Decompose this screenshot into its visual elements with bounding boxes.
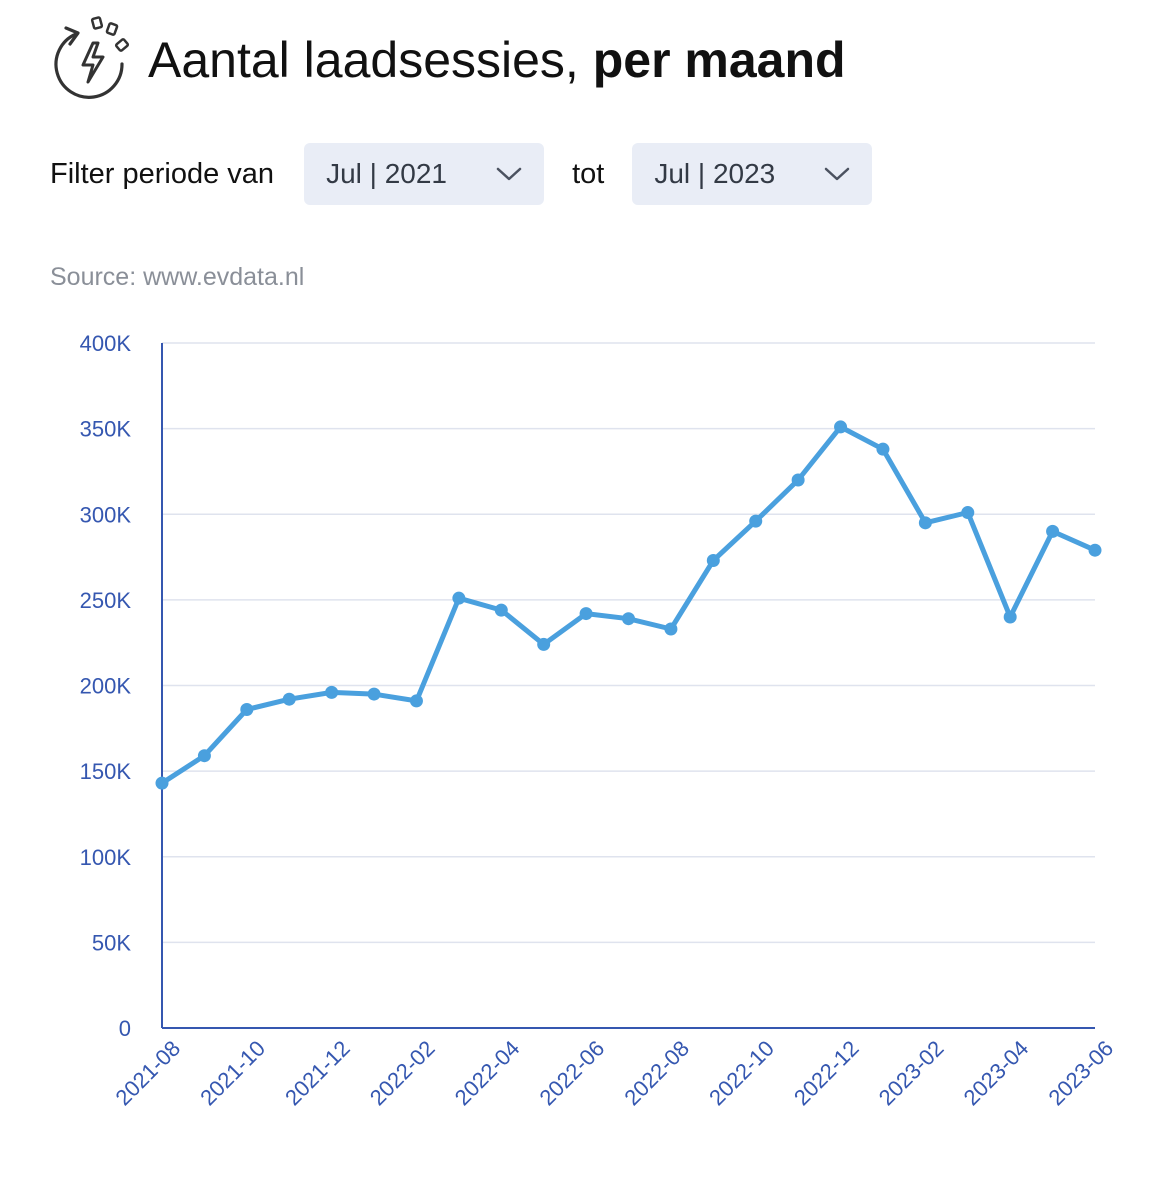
filter-label: Filter periode van <box>50 157 275 190</box>
title-regular: Aantal laadsessies, <box>148 32 579 88</box>
data-point[interactable] <box>155 776 169 790</box>
y-tick-label: 200K <box>80 674 132 699</box>
data-point[interactable] <box>706 553 720 567</box>
data-point[interactable] <box>1046 524 1060 538</box>
chevron-down-icon <box>496 167 522 181</box>
data-point[interactable] <box>579 607 593 621</box>
data-point[interactable] <box>452 591 466 605</box>
to-period-select[interactable]: Jul | 2023 <box>632 143 873 205</box>
y-tick-label: 300K <box>80 502 132 527</box>
data-point[interactable] <box>918 516 932 530</box>
page-title: Aantal laadsessies, per maand <box>148 35 846 85</box>
data-point[interactable] <box>1088 543 1102 557</box>
x-tick-label: 2023-02 <box>874 1036 949 1111</box>
source-note: Source: www.evdata.nl <box>50 263 305 291</box>
x-tick-label: 2023-04 <box>959 1036 1034 1111</box>
line-chart: 0 50K 100K 150K 200K 250K 300K 350K 400K 2021-08… <box>80 331 1119 1111</box>
series-line <box>159 424 1098 786</box>
from-period-value: Jul | 2021 <box>326 158 447 189</box>
chevron-down-icon <box>825 167 850 181</box>
data-point[interactable] <box>282 692 296 706</box>
series-line-layer <box>159 424 1098 786</box>
x-tick-label: 2022-04 <box>450 1036 525 1111</box>
data-point[interactable] <box>240 702 254 716</box>
period-filter: Filter periode van Jul | 2021 tot Jul | … <box>50 143 873 205</box>
to-label: tot <box>572 157 605 190</box>
x-tick-label: 2022-02 <box>365 1036 440 1111</box>
data-point[interactable] <box>537 637 551 651</box>
data-point[interactable] <box>664 622 678 636</box>
title-bold: per maand <box>592 32 846 88</box>
data-point[interactable] <box>1003 610 1017 624</box>
x-tick-label: 2022-10 <box>704 1036 779 1111</box>
data-point[interactable] <box>409 694 423 708</box>
data-point[interactable] <box>876 442 890 456</box>
y-tick-label: 150K <box>80 759 132 784</box>
page-header: Aantal laadsessies, per maand <box>48 14 846 106</box>
data-point[interactable] <box>494 603 508 617</box>
y-tick-label: 100K <box>80 845 132 870</box>
data-point[interactable] <box>961 506 975 520</box>
grid-lines <box>162 342 1095 944</box>
from-period-select[interactable]: Jul | 2021 <box>304 143 545 205</box>
y-tick-label: 400K <box>80 331 132 356</box>
x-tick-label: 2021-10 <box>195 1036 270 1111</box>
to-period-value: Jul | 2023 <box>654 158 776 189</box>
x-tick-label: 2022-08 <box>619 1036 694 1111</box>
y-axis-ticks: 0 50K 100K 150K 200K 250K 300K 350K 400K <box>80 331 132 1041</box>
y-tick-label: 0 <box>119 1016 131 1041</box>
lightning-refresh-icon <box>54 16 130 99</box>
axes <box>161 343 1095 1029</box>
x-tick-label: 2022-06 <box>535 1036 610 1111</box>
data-point[interactable] <box>749 514 763 528</box>
y-tick-label: 250K <box>80 588 132 613</box>
x-tick-label: 2021-08 <box>110 1036 185 1111</box>
series-points <box>155 420 1102 790</box>
x-tick-label: 2021-12 <box>280 1036 355 1111</box>
data-point[interactable] <box>791 473 805 487</box>
data-point[interactable] <box>367 687 381 701</box>
x-tick-label: 2022-12 <box>789 1036 864 1111</box>
x-tick-label: 2023-06 <box>1043 1036 1118 1111</box>
x-axis-ticks: 2021-08 2021-10 2021-12 2022-02 2022-04 2022-… <box>110 1036 1118 1111</box>
data-point[interactable] <box>622 612 635 626</box>
data-point[interactable] <box>834 420 848 434</box>
data-point[interactable] <box>325 685 339 699</box>
y-tick-label: 350K <box>80 417 132 442</box>
y-tick-label: 50K <box>92 930 131 955</box>
data-point[interactable] <box>197 749 211 763</box>
